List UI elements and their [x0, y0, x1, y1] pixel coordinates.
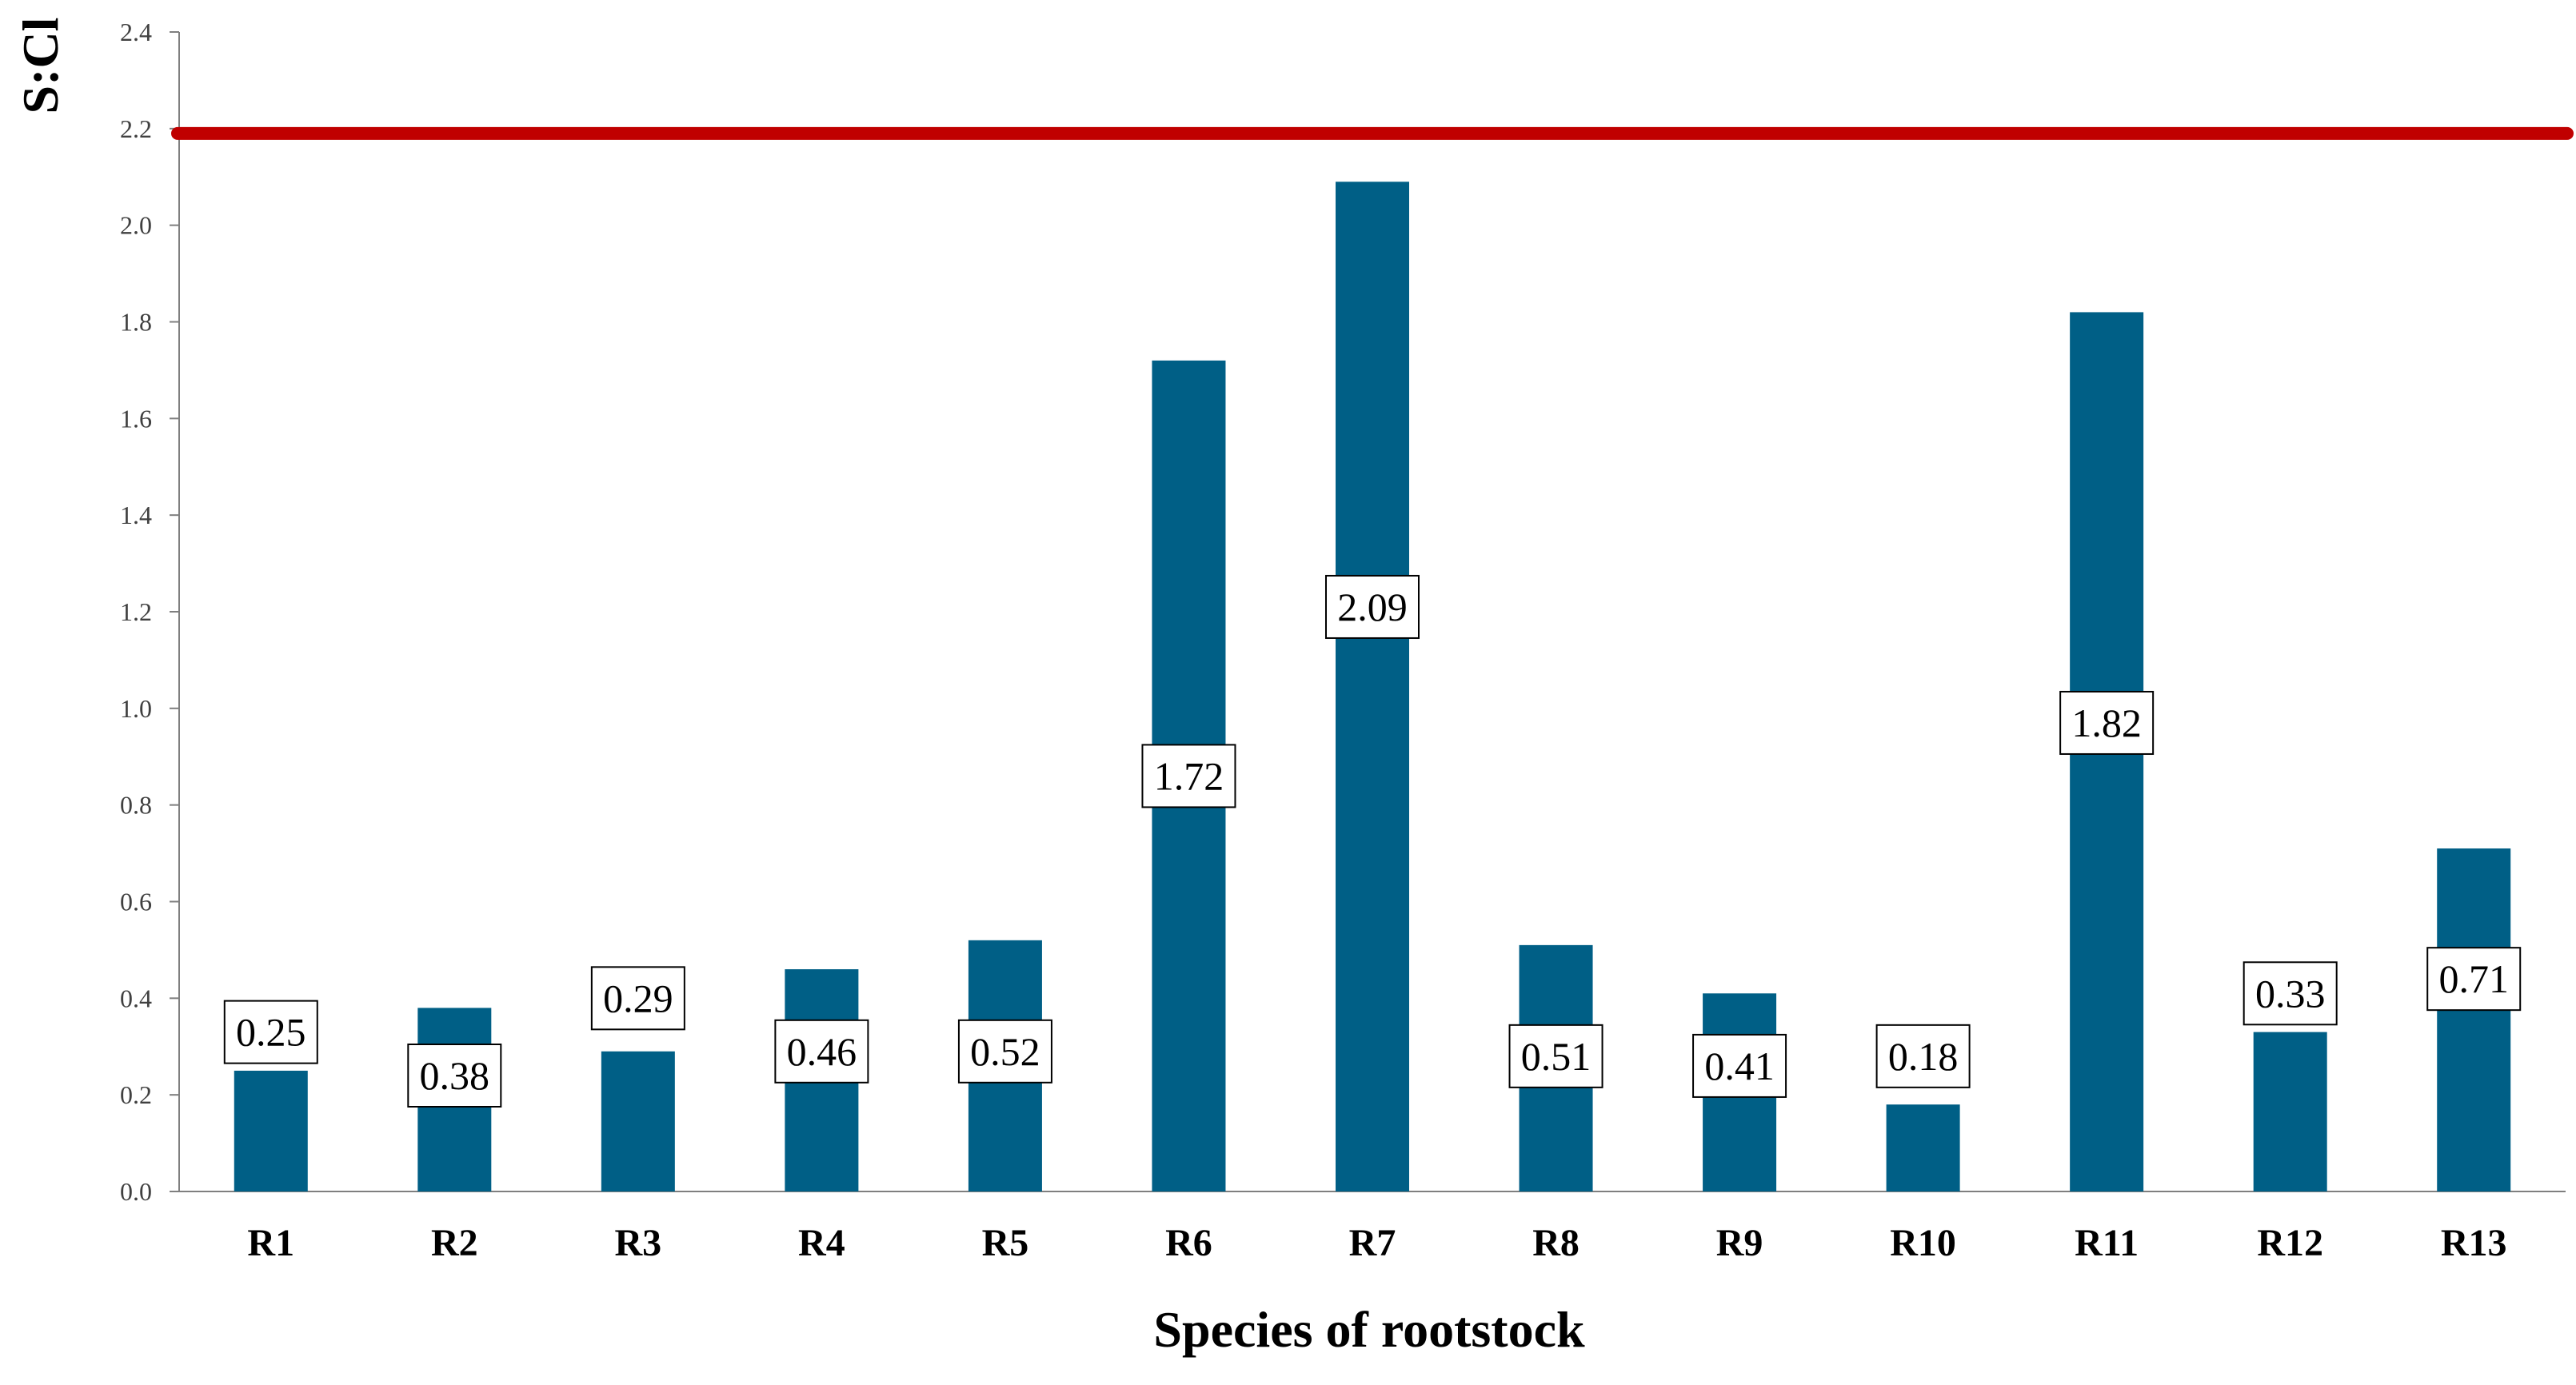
data-label-box	[1692, 1033, 1787, 1098]
data-label: 0.33	[2255, 971, 2326, 1016]
y-axis-title: S:Cl	[12, 18, 69, 114]
x-tick-label: R10	[1890, 1222, 1956, 1264]
x-tick-label: R9	[1716, 1222, 1763, 1264]
data-label: 0.41	[1704, 1044, 1775, 1088]
bar-R12	[2253, 1032, 2327, 1191]
y-tick-label: 1.0	[120, 694, 152, 723]
data-label: 0.52	[970, 1029, 1040, 1074]
bar-R3	[601, 1051, 675, 1191]
data-label-box	[1325, 574, 1420, 639]
y-tick-label: 1.4	[120, 501, 152, 529]
data-label-box	[1141, 744, 1236, 808]
x-tick-label: R3	[615, 1222, 662, 1264]
bar-R10	[1886, 1104, 1960, 1191]
y-tick-label: 2.2	[120, 114, 152, 143]
data-labels: 0.25 0.38 0.29 0.46 0.52 1.72 2.09 0.51 0.41 0.18…	[223, 574, 2522, 1108]
data-label: 0.46	[787, 1029, 857, 1074]
data-label-box	[1508, 1024, 1604, 1088]
data-label: 0.29	[603, 976, 673, 1020]
data-label: 0.71	[2438, 956, 2509, 1001]
y-tick-label: 0.2	[120, 1080, 152, 1109]
x-tick-label: R7	[1349, 1222, 1396, 1264]
data-label-box	[957, 1019, 1052, 1084]
data-label-box	[2243, 961, 2338, 1026]
data-label-box	[2426, 947, 2522, 1012]
y-tick-label: 1.6	[120, 404, 152, 433]
bar-R13	[2437, 848, 2511, 1191]
data-label: 0.38	[420, 1053, 490, 1098]
y-tick-label: 1.8	[120, 308, 152, 337]
y-tick-label: 0.0	[120, 1177, 152, 1206]
x-tick-label: R6	[1165, 1222, 1212, 1264]
x-tick-label: R8	[1532, 1222, 1580, 1264]
x-tick-label: R4	[798, 1222, 845, 1264]
data-label: 1.72	[1154, 753, 1224, 798]
axes: 0.0 0.2 0.4 0.6 0.8 1.0 1.2 1.4 1.6 1.8 2.0 2.2 2.4 R…	[120, 18, 2566, 1264]
data-label-box	[407, 1044, 502, 1108]
data-label: 1.82	[2071, 700, 2142, 745]
data-label: 0.51	[1521, 1034, 1592, 1079]
y-tick-label: 0.6	[120, 888, 152, 916]
x-tick-label: R11	[2075, 1222, 2139, 1264]
data-label-box	[590, 966, 685, 1031]
x-tick-label: R5	[982, 1222, 1029, 1264]
data-label-box	[2059, 690, 2155, 755]
data-label: 2.09	[1337, 585, 1408, 629]
y-tick-label: 0.4	[120, 984, 152, 1012]
data-label: 0.25	[236, 1010, 306, 1055]
bar-R1	[234, 1070, 308, 1191]
data-label-box	[223, 1000, 318, 1064]
y-tick-label: 2.4	[120, 18, 152, 46]
x-axis-title: Species of rootstock	[1153, 1301, 1585, 1358]
y-tick-label: 0.8	[120, 791, 152, 820]
x-tick-label: R12	[2257, 1222, 2323, 1264]
bars	[234, 182, 2511, 1192]
y-tick-label: 2.0	[120, 211, 152, 240]
x-tick-label: R2	[431, 1222, 478, 1264]
data-label-box	[1875, 1024, 1971, 1088]
x-tick-label: R1	[247, 1222, 294, 1264]
data-label: 0.18	[1888, 1034, 1959, 1079]
bar-R7	[1336, 182, 1409, 1192]
data-label-box	[774, 1019, 869, 1084]
x-tick-label: R13	[2441, 1222, 2507, 1264]
y-tick-label: 1.2	[120, 597, 152, 626]
